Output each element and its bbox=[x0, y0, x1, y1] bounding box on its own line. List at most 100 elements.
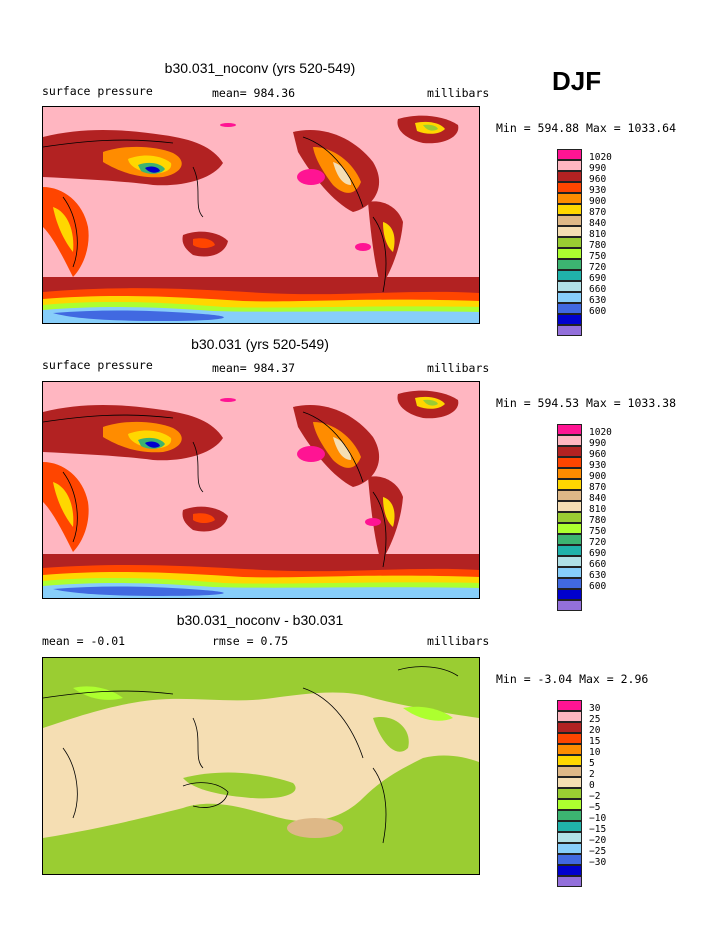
legend-label: −2 bbox=[589, 791, 601, 802]
legend-label: 25 bbox=[589, 714, 601, 725]
legend-label: 900 bbox=[589, 196, 607, 207]
legend-label: 660 bbox=[589, 559, 607, 570]
panel-1-right-label: millibars bbox=[427, 86, 490, 100]
legend-swatch bbox=[557, 468, 582, 479]
legend-label: 750 bbox=[589, 526, 607, 537]
legend-swatch bbox=[557, 435, 582, 446]
legend-label: 960 bbox=[589, 449, 607, 460]
panel-3-title: b30.031_noconv - b30.031 bbox=[176, 612, 344, 628]
legend-label: 960 bbox=[589, 174, 607, 185]
legend-swatch bbox=[557, 160, 582, 171]
legend-label: 630 bbox=[589, 295, 607, 306]
legend-swatch bbox=[557, 171, 582, 182]
legend-label: 2 bbox=[589, 769, 595, 780]
legend-swatch bbox=[557, 523, 582, 534]
legend-label: 870 bbox=[589, 207, 607, 218]
panel-2-minmax: Min = 594.53 Max = 1033.38 bbox=[496, 396, 677, 410]
legend-swatch bbox=[557, 204, 582, 215]
legend-swatch bbox=[557, 479, 582, 490]
legend-label: 690 bbox=[589, 548, 607, 559]
legend-label: −10 bbox=[589, 813, 607, 824]
legend-swatch bbox=[557, 182, 582, 193]
legend-swatch bbox=[557, 821, 582, 832]
legend-label: 5 bbox=[589, 758, 595, 769]
legend-swatch bbox=[557, 854, 582, 865]
legend-swatch bbox=[557, 722, 582, 733]
legend-label: 840 bbox=[589, 218, 607, 229]
panel-3-map bbox=[42, 657, 480, 875]
legend-swatch bbox=[557, 711, 582, 722]
panel-1-title: b30.031_noconv (yrs 520-549) bbox=[164, 60, 356, 76]
legend-label: −20 bbox=[589, 835, 607, 846]
legend-swatch bbox=[557, 501, 582, 512]
legend-swatch bbox=[557, 490, 582, 501]
legend-swatch bbox=[557, 457, 582, 468]
legend-swatch bbox=[557, 325, 582, 336]
legend-swatch bbox=[557, 149, 582, 160]
panel-1-map bbox=[42, 106, 480, 324]
legend-label: 600 bbox=[589, 306, 607, 317]
legend-swatch bbox=[557, 578, 582, 589]
legend-label: 930 bbox=[589, 460, 607, 471]
legend-swatch bbox=[557, 744, 582, 755]
panel-3-center-label: rmse = 0.75 bbox=[212, 634, 289, 648]
legend-label: 600 bbox=[589, 581, 607, 592]
legend-label: 810 bbox=[589, 229, 607, 240]
legend-label: 690 bbox=[589, 273, 607, 284]
panel-3-right-label: millibars bbox=[427, 634, 490, 648]
panel-1-center-label: mean= 984.36 bbox=[212, 86, 296, 100]
panel-1-map-svg bbox=[43, 107, 479, 323]
legend-label: 930 bbox=[589, 185, 607, 196]
legend-swatch bbox=[557, 215, 582, 226]
legend-label: −15 bbox=[589, 824, 607, 835]
legend-label: 750 bbox=[589, 251, 607, 262]
legend-label: 780 bbox=[589, 240, 607, 251]
panel-2-center-label: mean= 984.37 bbox=[212, 361, 296, 375]
legend-label: 1020 bbox=[589, 152, 612, 163]
legend-label: 630 bbox=[589, 570, 607, 581]
panel-2-title: b30.031 (yrs 520-549) bbox=[191, 336, 329, 352]
legend-swatch bbox=[557, 777, 582, 788]
legend-swatch bbox=[557, 755, 582, 766]
legend-swatch bbox=[557, 281, 582, 292]
legend-swatch bbox=[557, 733, 582, 744]
legend-swatch bbox=[557, 567, 582, 578]
legend-swatch bbox=[557, 799, 582, 810]
legend-swatch bbox=[557, 270, 582, 281]
legend-swatch bbox=[557, 589, 582, 600]
legend-swatch bbox=[557, 226, 582, 237]
season-label: DJF bbox=[552, 66, 602, 96]
legend-swatch bbox=[557, 545, 582, 556]
panel-2-left-label: surface pressure bbox=[42, 358, 153, 372]
panel-2-map-svg bbox=[43, 382, 479, 598]
legend-swatch bbox=[557, 259, 582, 270]
legend-label: 0 bbox=[589, 780, 595, 791]
legend-swatch bbox=[557, 292, 582, 303]
legend-swatch bbox=[557, 788, 582, 799]
legend-swatch bbox=[557, 314, 582, 325]
legend-swatch bbox=[557, 600, 582, 611]
legend-swatch bbox=[557, 303, 582, 314]
panel-1-minmax: Min = 594.88 Max = 1033.64 bbox=[496, 121, 677, 135]
legend-label: −25 bbox=[589, 846, 607, 857]
legend-label: 900 bbox=[589, 471, 607, 482]
legend-label: 30 bbox=[589, 703, 601, 714]
legend-label: 870 bbox=[589, 482, 607, 493]
panel-2-right-label: millibars bbox=[427, 361, 490, 375]
legend-label: 990 bbox=[589, 438, 607, 449]
legend-swatch bbox=[557, 832, 582, 843]
legend-label: 1020 bbox=[589, 427, 612, 438]
legend-label: 720 bbox=[589, 262, 607, 273]
legend-label: 840 bbox=[589, 493, 607, 504]
legend-swatch bbox=[557, 556, 582, 567]
panel-3-minmax: Min = -3.04 Max = 2.96 bbox=[496, 672, 649, 686]
legend-swatch bbox=[557, 876, 582, 887]
legend-label: 660 bbox=[589, 284, 607, 295]
legend-label: 990 bbox=[589, 163, 607, 174]
panel-3-left-label: mean = -0.01 bbox=[42, 634, 126, 648]
legend-label: 20 bbox=[589, 725, 601, 736]
legend-label: 720 bbox=[589, 537, 607, 548]
legend-swatch bbox=[557, 700, 582, 711]
legend-label: 15 bbox=[589, 736, 601, 747]
legend-swatch bbox=[557, 843, 582, 854]
